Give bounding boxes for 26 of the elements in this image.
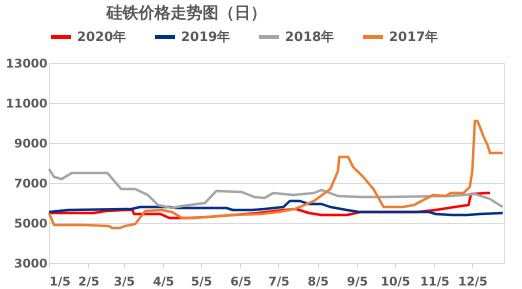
x-tick-label: 5/5 [191,274,212,288]
x-tick-label: 10/5 [380,274,410,288]
x-tick-label: 8/5 [308,274,329,288]
y-tick-label: 9000 [14,136,48,150]
y-tick-label: 11000 [6,96,48,110]
legend-label: 2017年 [389,30,438,45]
legend-label: 2020年 [77,30,126,45]
line-series [48,120,504,230]
chart-title: 硅铁价格走势图（日） [106,3,266,22]
x-tick-label: 9/5 [346,274,368,288]
line-series [48,168,504,210]
y-tick-label: 5000 [14,216,48,230]
y-tick-label: 13000 [6,56,48,70]
line-series [48,200,504,216]
x-tick-label: 11/5 [420,274,450,288]
x-tick-label: 3/5 [114,274,135,288]
legend-label: 2018年 [285,30,334,45]
x-tick-label: 4/5 [153,274,174,288]
y-tick-label: 3000 [14,256,48,270]
y-tick-label: 7000 [14,176,48,190]
x-tick-label: 7/5 [268,274,290,288]
x-tick-label: 6/5 [230,274,252,288]
x-tick-label: 12/5 [458,274,488,288]
x-tick-label: 2/5 [78,274,100,288]
legend-label: 2019年 [181,30,230,45]
x-tick-label: 1/5 [50,274,71,288]
